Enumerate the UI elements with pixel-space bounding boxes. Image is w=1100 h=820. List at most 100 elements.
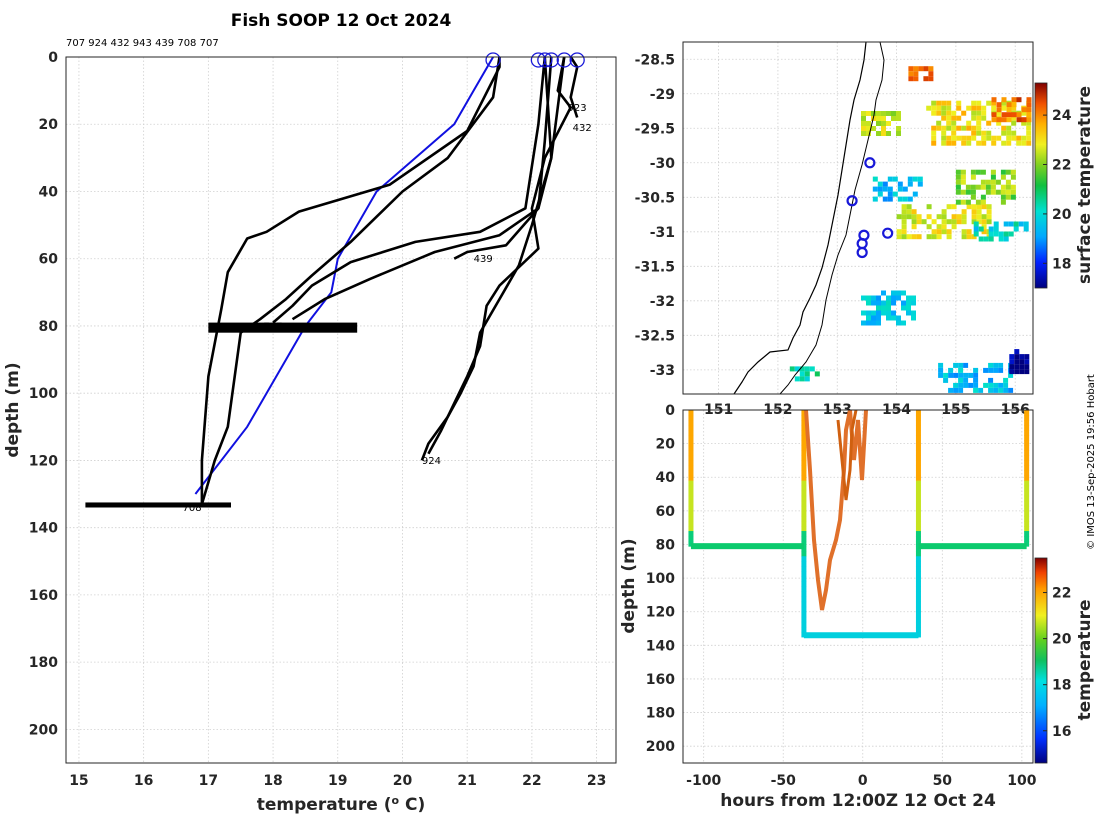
sst-pixel <box>877 186 883 192</box>
sst-pixel <box>1006 112 1012 118</box>
timeseries-vertical-track <box>688 520 694 527</box>
sst-pixel <box>980 184 986 190</box>
timeseries-vertical-track <box>915 576 921 582</box>
sst-pixel <box>1006 102 1012 108</box>
timeseries-vertical-track <box>688 460 694 466</box>
sst-pixel <box>976 214 982 220</box>
sst-pixel <box>876 310 881 316</box>
sst-pixel <box>881 305 886 311</box>
sst-pixel <box>1001 117 1007 123</box>
timeseries-vertical-track <box>801 551 807 557</box>
timeseries-vertical-track <box>801 440 807 446</box>
timeseries-vertical-track <box>1024 410 1030 416</box>
sst-pixel <box>1010 184 1016 190</box>
sst-pixel <box>995 179 1001 185</box>
sst-pixel <box>946 204 952 210</box>
timeseries-vertical-track <box>915 596 921 603</box>
timeseries-vertical-track <box>915 450 921 456</box>
sst-pixel <box>996 102 1002 108</box>
sst-pixel <box>1006 135 1012 141</box>
sst-pixel <box>876 315 881 321</box>
timeseries-vertical-track <box>688 435 694 441</box>
sst-pixel <box>794 366 800 372</box>
sst-pixel <box>892 191 898 197</box>
timeseries-vertical-track <box>915 410 921 416</box>
timeseries-x-tick: -50 <box>771 773 797 789</box>
timeseries-vertical-track <box>915 500 921 507</box>
timeseries-vertical-track <box>801 465 807 472</box>
sst-pixel <box>906 300 911 306</box>
sst-pixel <box>956 105 962 111</box>
sst-pixel <box>956 214 962 220</box>
profile-x-tick: 15 <box>69 773 88 789</box>
sst-pixel <box>941 125 947 131</box>
profile-line-923 <box>427 56 572 455</box>
sst-pixel <box>941 105 947 111</box>
map-colorbar-label: surface temperature <box>1075 86 1095 284</box>
sst-pixel <box>861 131 866 136</box>
sst-pixel <box>1010 194 1016 200</box>
timeseries-vertical-track <box>1024 515 1030 522</box>
sst-pixel <box>886 131 891 136</box>
timeseries-vertical-track <box>801 435 807 441</box>
sst-pixel <box>965 199 971 205</box>
sst-pixel <box>906 204 912 210</box>
sst-pixel <box>973 231 979 237</box>
timeseries-vertical-track <box>801 586 807 593</box>
timeseries-vertical-track <box>915 606 921 613</box>
timeseries-y-tick: 20 <box>656 437 676 453</box>
sst-pixel <box>986 100 992 106</box>
timeseries-y-tick: 80 <box>656 537 676 553</box>
sst-pixel <box>951 110 957 116</box>
profile-series-label: 923 <box>567 103 586 114</box>
sst-pixel <box>912 176 918 182</box>
sst-pixel <box>931 234 937 240</box>
sst-pixel <box>1026 120 1032 126</box>
timeseries-vertical-track <box>688 500 694 507</box>
timeseries-vertical-track <box>915 455 921 461</box>
sst-pixel <box>971 234 977 240</box>
profile-x-tick: 23 <box>587 773 606 789</box>
profile-x-label-main: temperature ( <box>257 795 392 815</box>
sst-pixel <box>799 376 805 382</box>
timeseries-vertical-track <box>1024 445 1030 451</box>
profile-band-133m <box>85 502 231 508</box>
sst-pixel <box>936 105 942 111</box>
sst-pixel <box>951 125 957 131</box>
timeseries-vertical-track <box>1024 425 1030 431</box>
sst-pixel <box>871 300 876 306</box>
timeseries-colorbar-tick: 16 <box>1052 724 1071 740</box>
sst-pixel <box>881 300 886 306</box>
sst-pixel <box>946 105 952 111</box>
timeseries-vertical-track <box>801 480 807 487</box>
sst-pixel <box>946 135 952 141</box>
sst-pixel <box>911 315 916 321</box>
profile-y-tick: 160 <box>29 588 58 604</box>
timeseries-vertical-track <box>915 490 921 497</box>
profile-y-ticks: 0 20 40 60 80 100 120 140 160 180 200 <box>29 50 58 738</box>
timeseries-vertical-track <box>915 425 921 431</box>
sst-pixel <box>953 372 959 378</box>
profile-y-tick: 80 <box>39 319 59 335</box>
sst-pixel <box>886 305 891 311</box>
timeseries-vertical-track <box>801 621 807 628</box>
sst-pixel <box>951 219 957 225</box>
sst-pixel <box>887 186 893 192</box>
sst-pixel <box>789 366 795 372</box>
sst-pixel <box>958 372 964 378</box>
sst-pixel <box>804 376 810 382</box>
sst-pixel <box>861 116 866 121</box>
sst-pixel <box>1023 221 1029 227</box>
sst-pixel <box>951 140 957 146</box>
sst-pixel <box>958 387 964 393</box>
sst-pixel <box>976 204 982 210</box>
sst-pixel <box>1003 387 1009 393</box>
sst-pixel <box>1016 97 1022 103</box>
sst-pixel <box>995 189 1001 195</box>
sst-pixel <box>941 140 947 146</box>
sst-pixel <box>871 320 876 326</box>
sst-pixel <box>861 295 866 301</box>
sst-pixel <box>871 310 876 316</box>
sst-pixel <box>1021 135 1027 141</box>
sst-pixel <box>1005 179 1011 185</box>
